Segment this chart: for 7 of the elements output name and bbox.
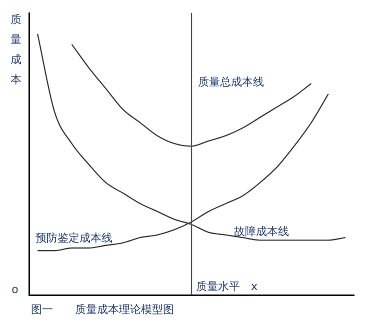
y-axis-title: 质量成本 [10,12,22,86]
text: o [12,282,19,296]
text: 图一 质量成本理论模型图 [31,302,174,316]
series-label: 故障成本线 [234,225,290,238]
text: 质量总成本线 [198,75,264,88]
series-label: 预防鉴定成本线 [36,231,113,244]
x-axis-title: 质量水平 x [196,280,258,293]
